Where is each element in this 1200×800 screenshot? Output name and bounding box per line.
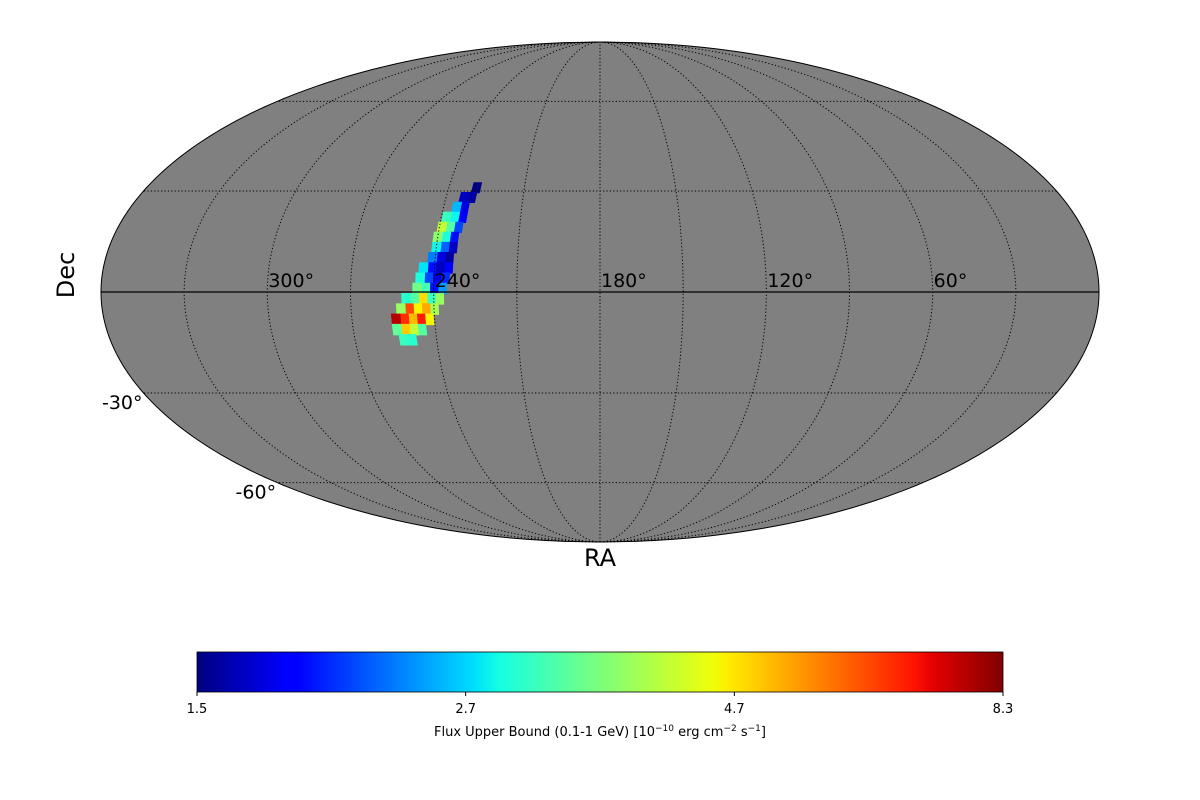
- dec-tick-label: -30°: [102, 392, 143, 414]
- ra-tick-label: 120°: [767, 270, 813, 292]
- flux-cell: [423, 272, 434, 285]
- flux-cell: [409, 293, 420, 305]
- colorbar-label-part: Flux Upper Bound (0.1-1 GeV) [10: [434, 725, 655, 740]
- ra-tick-label: 180°: [601, 270, 647, 292]
- colorbar-tick-label: 4.7: [724, 702, 745, 717]
- flux-cell: [391, 323, 403, 336]
- flux-cell: [434, 293, 445, 305]
- flux-cell: [404, 303, 415, 315]
- colorbar-label-exponent: −1: [748, 724, 761, 734]
- colorbar-label-part: erg cm: [674, 725, 723, 740]
- y-axis-label: Dec: [52, 252, 80, 298]
- flux-cell: [440, 211, 453, 223]
- flux-cell: [420, 303, 431, 315]
- meridian: [349, 41, 601, 543]
- flux-cell: [417, 293, 428, 305]
- map: 300° 240° 180° 120° 60° -30° -60°: [100, 41, 1100, 543]
- sky-boundary: [100, 41, 1100, 543]
- ra-tick-label: 300°: [268, 270, 314, 292]
- colorbar-label: Flux Upper Bound (0.1-1 GeV) [10−10 erg …: [434, 724, 766, 740]
- flux-cell: [401, 293, 411, 305]
- ra-tick-label: 60°: [934, 270, 968, 292]
- flux-cell: [415, 272, 426, 285]
- flux-cell: [427, 252, 438, 264]
- colorbar-label-part: ]: [761, 725, 766, 740]
- ra-tick-label: 240°: [435, 270, 481, 292]
- colorbar-gradient: [196, 651, 1004, 693]
- flux-cell: [395, 303, 406, 315]
- flux-cell: [412, 303, 423, 315]
- colorbar-label-exponent: −2: [723, 724, 736, 734]
- colorbar: 1.5 2.7 4.7 8.3 Flux Upper Bound (0.1-1 GeV)…: [187, 651, 1014, 740]
- colorbar-tick-label: 2.7: [455, 702, 476, 717]
- meridian: [599, 41, 851, 543]
- flux-cell: [398, 334, 410, 346]
- dec-tick-label: -60°: [236, 482, 277, 504]
- x-axis-label: RA: [584, 544, 617, 572]
- colorbar-tick-label: 8.3: [993, 702, 1014, 717]
- flux-cell: [390, 313, 402, 326]
- colorbar-tick-label: 1.5: [187, 702, 208, 717]
- flux-cell: [418, 262, 429, 274]
- colorbar-label-exponent: −10: [655, 724, 674, 734]
- colorbar-label-part: s: [737, 725, 748, 740]
